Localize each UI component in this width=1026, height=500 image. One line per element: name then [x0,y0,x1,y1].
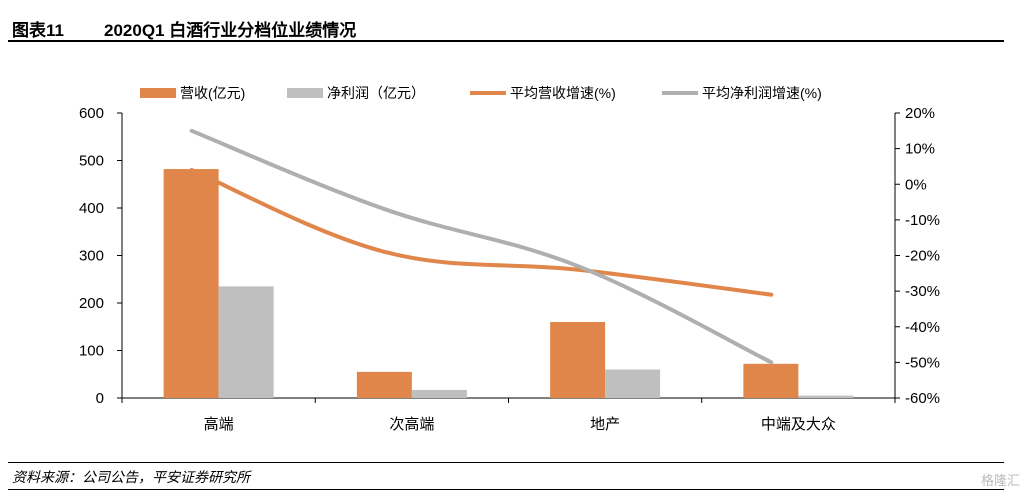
legend-swatch [287,88,323,98]
legend-label: 平均净利润增速(%) [702,85,822,101]
bar [605,369,661,398]
combo-chart: 营收(亿元) 净利润（亿元） 平均营收增速(%) 平均净利润增速(%) 0 100 200… [79,85,940,433]
figure-header: 图表11 2020Q1 白酒行业分档位业绩情况 [8,10,1004,42]
series-line [189,128,774,365]
y-left-tick-label: 0 [96,390,104,407]
y-right-tick-label: -50% [905,354,940,371]
bar [218,286,274,398]
x-tick-label: 次高端 [389,416,434,433]
y-left-tick-label: 100 [79,343,104,360]
y-right-tick-label: 0% [905,176,927,193]
chart-legend: 营收(亿元) 净利润（亿元） 平均营收增速(%) 平均净利润增速(%) [140,85,822,101]
chart-title: 2020Q1 白酒行业分档位业绩情况 [104,21,357,40]
figure-label: 图表11 [12,21,64,40]
watermark: 格隆汇 [980,473,1020,488]
y-right-tick-label: -20% [905,248,940,265]
legend-label: 净利润（亿元） [327,85,425,101]
x-tick-label: 中端及大众 [761,416,836,433]
legend-swatch [140,88,176,98]
y-right-tick-label: -30% [905,283,940,300]
legend-label: 平均营收增速(%) [510,85,616,101]
bar [798,395,854,398]
legend-label: 营收(亿元) [180,85,245,101]
y-left-tick-label: 400 [79,200,104,217]
series-line [189,168,774,297]
chart-axes: 0 100 200 300 400 500 600 -60% -50% -40% -30% -20% -… [79,105,940,433]
bar [163,169,219,398]
y-left-tick-label: 300 [79,248,104,265]
y-left-tick-label: 600 [79,105,104,122]
bar [743,363,799,398]
bar [356,371,412,398]
y-right-tick-label: -10% [905,212,940,229]
y-left-tick-label: 200 [79,295,104,312]
x-tick-label: 地产 [590,416,620,433]
y-right-tick-label: -60% [905,390,940,407]
y-right-tick-label: -40% [905,319,940,336]
bar [411,389,467,398]
line-series [189,128,774,365]
y-right-tick-label: 10% [905,141,935,158]
y-left-tick-label: 500 [79,153,104,170]
source-note: 资料来源：公司公告，平安证券研究所 [12,469,250,485]
bar-series [163,169,854,398]
x-tick-label: 高端 [204,416,234,433]
y-right-tick-label: 20% [905,105,935,122]
bar [550,322,606,398]
figure-footer: 资料来源：公司公告，平安证券研究所 [8,462,1004,490]
